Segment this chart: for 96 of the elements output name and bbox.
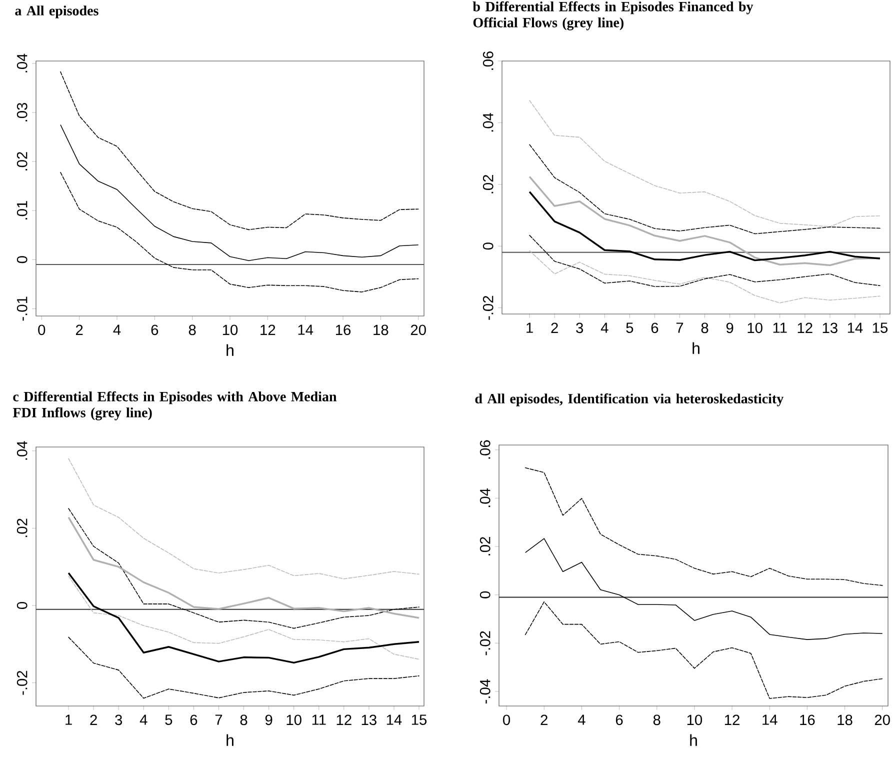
x-tick-label: 2	[76, 324, 83, 335]
line-series	[528, 190, 881, 262]
x-tick-label: 2	[551, 322, 558, 333]
line-series	[68, 636, 420, 699]
x-axis-title: h	[690, 734, 697, 746]
x-tick-label: 8	[240, 714, 248, 726]
y-tick-label: -.01	[16, 296, 28, 321]
y-tick-label: -.02	[480, 631, 490, 656]
line-series	[524, 538, 883, 640]
x-tick-label: 6	[190, 714, 198, 726]
y-tick-label: -.02	[482, 296, 494, 320]
x-tick-label: 9	[265, 714, 272, 726]
chart-title: d All episodes, Identification via heteroskedasticity	[475, 393, 784, 406]
x-tick-label: 4	[140, 714, 148, 725]
x-tick-label: 6	[616, 714, 623, 726]
x-tick-label: 13	[822, 322, 838, 334]
x-tick-label: 12	[724, 714, 740, 725]
line-series	[68, 516, 420, 619]
x-tick-label: 18	[374, 324, 388, 336]
x-tick-label: 3	[576, 322, 584, 334]
y-tick-label: .01	[16, 201, 28, 220]
line-series	[529, 234, 880, 287]
x-tick-label: 0	[38, 324, 46, 336]
y-tick-label: .02	[480, 537, 490, 556]
line-series	[68, 508, 420, 629]
x-tick-label: 20	[410, 324, 426, 336]
y-tick-label: -.02	[16, 670, 28, 695]
x-tick-label: 10	[222, 324, 238, 336]
x-tick-label: 15	[412, 714, 427, 725]
x-tick-label: 5	[626, 322, 634, 333]
x-tick-label: 13	[362, 714, 376, 726]
y-tick-label: 0	[16, 602, 28, 610]
line-series	[529, 100, 880, 228]
y-tick-label: .06	[482, 51, 494, 70]
x-tick-label: 10	[748, 322, 762, 334]
y-tick-label: .04	[16, 54, 28, 72]
y-tick-label: .04	[480, 488, 490, 508]
line-series	[529, 144, 880, 234]
chart-title: a All episodes	[15, 6, 98, 18]
x-tick-label: 20	[874, 714, 890, 726]
y-tick-label: 0	[16, 256, 28, 264]
x-tick-label: 1	[66, 714, 72, 725]
x-tick-label: 11	[773, 322, 787, 333]
y-tick-label: -.04	[480, 679, 490, 704]
line-series	[524, 601, 883, 699]
x-tick-label: 10	[286, 714, 302, 726]
x-tick-label: 8	[701, 322, 708, 334]
line-series	[68, 458, 420, 580]
chart-title: c Differential Effects in Episodes with Above Median FDI Inflows (grey line)	[12, 391, 337, 420]
x-tick-label: 2	[540, 714, 548, 725]
x-tick-label: 7	[676, 322, 684, 333]
chart-title: b Differential Effects in Episodes Financed by Official Flows (grey line)	[472, 1, 754, 30]
x-tick-label: 2	[90, 714, 97, 725]
y-tick-label: .03	[16, 102, 28, 122]
x-tick-label: 4	[600, 322, 608, 333]
y-tick-label: .04	[482, 112, 494, 132]
x-tick-label: 5	[165, 714, 172, 725]
y-tick-label: .04	[16, 441, 28, 460]
y-tick-label: 0	[482, 242, 494, 250]
x-tick-label: 12	[336, 714, 352, 725]
x-tick-label: 6	[651, 322, 658, 334]
y-tick-label: .02	[16, 518, 28, 538]
x-tick-label: 14	[848, 322, 863, 333]
line-series	[60, 172, 419, 292]
y-tick-label: .02	[16, 152, 28, 170]
x-tick-label: 9	[726, 322, 734, 334]
x-tick-label: 14	[298, 324, 314, 335]
x-axis-title: h	[226, 344, 234, 356]
x-tick-label: 0	[503, 714, 510, 726]
x-tick-label: 12	[798, 322, 812, 333]
x-tick-label: 12	[260, 324, 276, 335]
x-tick-label: 1	[526, 322, 533, 333]
line-series	[529, 250, 880, 304]
x-tick-label: 8	[653, 714, 660, 726]
x-axis-title: h	[692, 342, 700, 354]
x-tick-label: 4	[113, 324, 121, 335]
x-tick-label: 15	[872, 322, 888, 333]
line-series	[524, 467, 883, 586]
x-tick-label: 10	[687, 714, 702, 726]
y-tick-label: .06	[480, 440, 490, 459]
x-tick-label: 14	[762, 714, 778, 725]
y-tick-label: .02	[482, 174, 494, 194]
x-tick-label: 3	[115, 714, 122, 726]
line-series	[60, 124, 419, 261]
x-tick-label: 6	[151, 324, 158, 336]
x-tick-label: 7	[215, 714, 222, 725]
line-series	[60, 71, 419, 230]
x-tick-label: 11	[312, 714, 326, 725]
x-axis-title: h	[226, 734, 234, 746]
x-tick-label: 16	[800, 714, 815, 726]
x-tick-label: 18	[838, 714, 852, 726]
y-tick-label: 0	[480, 591, 490, 598]
x-tick-label: 14	[386, 714, 402, 725]
x-tick-label: 4	[578, 714, 586, 725]
x-tick-label: 8	[188, 324, 196, 336]
x-tick-label: 16	[336, 324, 351, 336]
